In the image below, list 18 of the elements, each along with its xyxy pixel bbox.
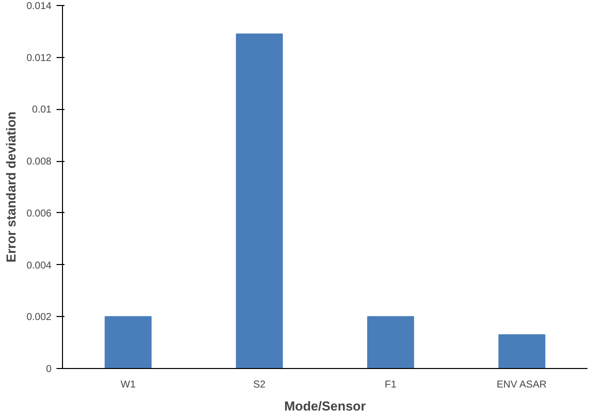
y-tick-label: 0.006: [26, 208, 52, 220]
bar: [236, 34, 283, 368]
y-tick-label: 0.004: [26, 260, 52, 272]
x-tick-label: F1: [384, 380, 397, 390]
y-tick-label: 0: [46, 364, 52, 375]
y-tick-label: 0.002: [26, 312, 52, 324]
x-tick-label: S2: [253, 380, 266, 390]
bar: [367, 316, 414, 368]
x-tick-label: ENV ASAR: [496, 380, 547, 390]
bar: [498, 334, 546, 368]
y-tick-label: 0.008: [26, 156, 52, 168]
x-tick-label: W1: [120, 380, 136, 390]
y-tick-label: 0.01: [32, 104, 52, 116]
bar: [104, 316, 152, 368]
y-axis-title: Error standard deviation: [3, 111, 18, 262]
x-axis-title: Mode/Sensor: [284, 398, 366, 414]
y-tick-label: 0.012: [26, 52, 52, 64]
y-tick-label: 0.014: [26, 1, 52, 12]
